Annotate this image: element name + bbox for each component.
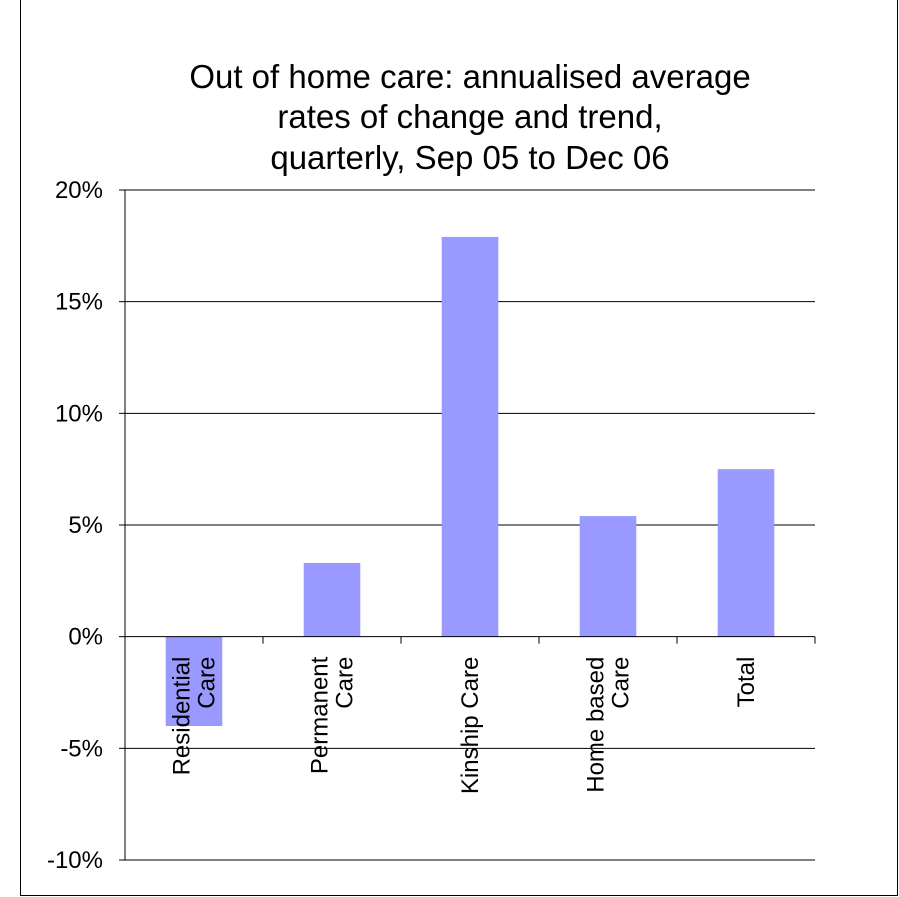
bar <box>441 236 499 637</box>
y-tick-label: 5% <box>68 512 103 539</box>
y-tick-label: -5% <box>60 735 103 762</box>
y-tick-label: 0% <box>68 624 103 651</box>
chart-title-line: quarterly, Sep 05 to Dec 06 <box>270 139 669 176</box>
bar <box>165 636 223 726</box>
category-label-line: Permanent <box>307 656 334 774</box>
axes <box>119 189 816 861</box>
category-label-line: Residential <box>169 657 196 776</box>
category-label-line: Home based <box>583 657 610 793</box>
category-label-line: Care <box>194 657 221 709</box>
category-label-line: Total <box>733 657 760 708</box>
bars <box>165 236 775 726</box>
y-tick-label: 10% <box>55 400 103 427</box>
chart-title: Out of home care: annualised average rat… <box>189 58 750 176</box>
bar <box>579 516 637 637</box>
y-tick-label: 15% <box>55 289 103 316</box>
category-label-line: Care <box>332 657 359 709</box>
category-label-line: Care <box>608 657 635 709</box>
category-label-line: Kinship Care <box>457 657 484 794</box>
category-label: Kinship Care <box>457 657 484 794</box>
chart-title-line: rates of change and trend, <box>277 98 662 135</box>
chart-title-line: Out of home care: annualised average <box>189 58 750 95</box>
chart-frame <box>20 0 898 896</box>
y-tick-labels: -10% -5% 0% 5% 10% 15% 20% <box>47 177 103 874</box>
bar <box>717 469 775 637</box>
bar <box>303 562 361 637</box>
category-label: Total <box>733 657 760 708</box>
y-tick-label: 20% <box>55 177 103 204</box>
y-tick-label: -10% <box>47 847 103 874</box>
